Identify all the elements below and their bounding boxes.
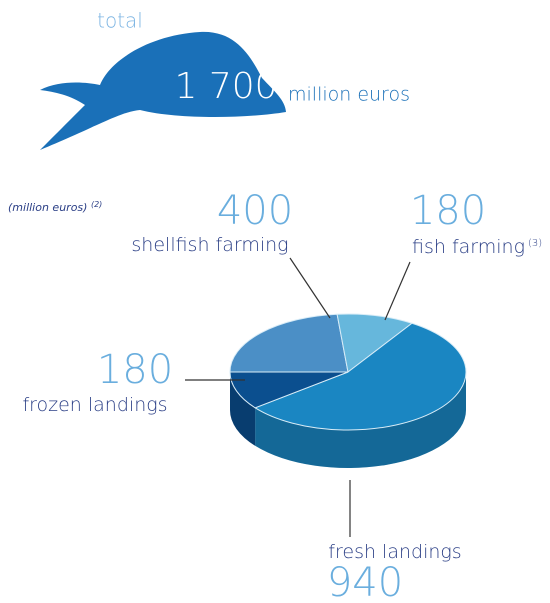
total-value: 1 700 [174, 66, 277, 107]
value-label: 180 [97, 347, 173, 393]
subtitle-note: (2) [91, 200, 102, 209]
pie [229, 313, 467, 468]
category-name: fish farming [412, 236, 525, 258]
leader-line [289, 257, 331, 319]
subtitle: (million euros) (2) [8, 200, 102, 215]
category-label: fish farming (3) [412, 236, 542, 258]
category-label: fresh landings [328, 541, 461, 563]
category-label: frozen landings [22, 394, 167, 416]
value-label: 400 [217, 188, 293, 234]
category-name: frozen landings [22, 394, 167, 416]
leader-line [384, 261, 411, 321]
slice-side [255, 372, 466, 468]
slice-side-shade [230, 372, 256, 446]
slice [229, 313, 349, 373]
value-label: 940 [327, 560, 403, 603]
fish-shape [40, 31, 286, 151]
category-name: fresh landings [328, 541, 461, 563]
value-label: 180 [410, 188, 486, 234]
slice-side [230, 372, 256, 446]
total-unit: million euros [288, 84, 410, 106]
subtitle-text: (million euros) [8, 201, 87, 214]
slice-side-shade [255, 372, 466, 468]
category-note: (3) [528, 238, 542, 249]
category-name: shellfish farming [131, 234, 288, 256]
slice [229, 371, 349, 409]
total-label: total [97, 9, 143, 33]
category-label: shellfish farming [131, 234, 288, 256]
slice [254, 322, 467, 431]
slice [336, 313, 414, 373]
